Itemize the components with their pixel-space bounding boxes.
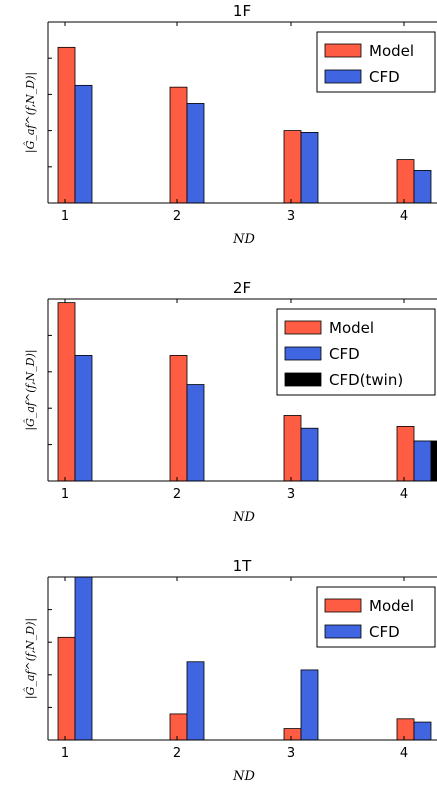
legend-label: CFD xyxy=(369,68,400,86)
bar-cfd-1 xyxy=(74,576,93,741)
x-axis-label: ND xyxy=(232,232,255,247)
x-tick-label: 4 xyxy=(400,209,408,224)
legend-swatch-model xyxy=(324,598,362,613)
x-axis-label: ND xyxy=(232,510,255,525)
x-tick-label: 4 xyxy=(400,746,408,761)
x-tick-label: 1 xyxy=(61,487,69,502)
legend-swatch-cfd-twin- xyxy=(284,372,322,387)
bar-model-2 xyxy=(169,355,188,482)
x-tick-label: 4 xyxy=(400,487,408,502)
chart-panel-2f: 1 2 3 4 2F ND |Ĝ_af^(f,N_D)| Model CFD CFD(twin) xyxy=(23,279,437,525)
chart-title: 2F xyxy=(233,279,251,297)
bar-cfd-3 xyxy=(300,132,319,204)
chart-panel-1t: 1 2 3 4 1T ND |Ĝ_af^(f,N_D)| Model CFD xyxy=(23,557,437,784)
chart-panel-1f: 1 2 3 4 1F ND |Ĝ_af^(f,N_D)| Model CFD xyxy=(23,2,437,247)
legend: Model CFD xyxy=(316,31,436,93)
bar-cfd-1 xyxy=(74,355,93,482)
chart-title: 1F xyxy=(233,2,251,20)
x-tick-label: 3 xyxy=(287,487,295,502)
bar-model-1 xyxy=(57,636,76,741)
legend: Model CFD CFD(twin) xyxy=(276,308,436,396)
legend-swatch-cfd xyxy=(324,69,362,84)
legend-label: CFD(twin) xyxy=(329,371,403,389)
x-tick-label: 2 xyxy=(173,209,181,224)
x-tick-label: 3 xyxy=(287,746,295,761)
legend-label: Model xyxy=(369,42,414,60)
legend-label: Model xyxy=(369,597,414,615)
x-tick-label: 2 xyxy=(173,746,181,761)
bar-model-4 xyxy=(396,159,415,204)
bar-model-1 xyxy=(57,302,76,482)
legend-swatch-model xyxy=(324,43,362,58)
legend-label: Model xyxy=(329,319,374,337)
legend-label: CFD xyxy=(329,345,360,363)
legend-swatch-cfd xyxy=(284,346,322,361)
x-tick-label: 1 xyxy=(61,746,69,761)
x-tick-label: 1 xyxy=(61,209,69,224)
x-axis-label: ND xyxy=(232,769,255,784)
bar-cfd-2 xyxy=(186,103,205,204)
bar-cfd-3 xyxy=(300,669,319,741)
bar-model-4 xyxy=(396,718,415,741)
legend-label: CFD xyxy=(369,623,400,641)
x-tick-label: 2 xyxy=(173,487,181,502)
bar-model-3 xyxy=(283,130,302,204)
bar-cfd-2 xyxy=(186,661,205,741)
bar-cfd-3 xyxy=(300,427,319,482)
legend: Model CFD xyxy=(316,586,436,648)
bar-cfd-4 xyxy=(413,170,432,204)
bar-model-4 xyxy=(396,425,415,482)
x-tick-label: 3 xyxy=(287,209,295,224)
bar-model-3 xyxy=(283,728,302,741)
bar-model-2 xyxy=(169,713,188,741)
legend-swatch-model xyxy=(284,320,322,335)
bar-model-2 xyxy=(169,86,188,204)
bar-cfd-1 xyxy=(74,84,93,204)
legend-swatch-cfd xyxy=(324,624,362,639)
bar-model-1 xyxy=(57,46,76,204)
y-axis-label: |Ĝ_af^(f,N_D)| xyxy=(23,618,38,699)
y-axis-label: |Ĝ_af^(f,N_D)| xyxy=(23,72,38,153)
y-axis-label: |Ĝ_af^(f,N_D)| xyxy=(23,349,38,430)
bar-cfd-2 xyxy=(186,384,205,482)
bar-cfd-4 xyxy=(413,440,432,482)
bar-model-3 xyxy=(283,415,302,482)
chart-title: 1T xyxy=(233,557,253,575)
bar-cfd-4 xyxy=(413,721,432,741)
bar-cfd-twin--4 xyxy=(430,440,437,482)
